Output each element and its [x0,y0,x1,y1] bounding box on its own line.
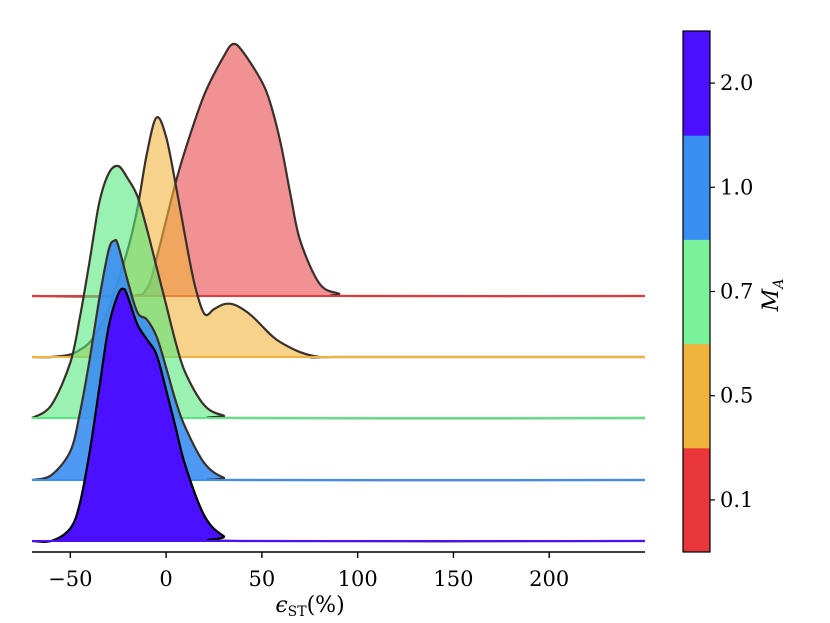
ridge-line-2-0 [31,287,646,544]
ridge-fill-2-0 [32,288,645,542]
x-tick-label: 200 [529,567,569,591]
ridge-fill-0-5 [32,117,645,358]
ridge-line-0-7 [31,164,646,420]
colorbar-segment [683,31,710,136]
x-tick-label: 50 [249,567,276,591]
colorbar-label: MA [759,279,787,313]
ridge-line-1-0 [31,238,646,482]
colorbar-outline [682,30,711,553]
x-ticks-group: −50 0 50 100 150 200 [48,552,569,591]
colorbar-tick-label: 0.7 [720,280,753,304]
x-tick-label: 0 [159,567,172,591]
colorbar-tick-label: 2.0 [720,71,753,95]
colorbar: 0.1 0.5 0.7 1.0 2.0 [682,30,753,553]
x-axis-label: ϵST(%) [275,593,344,620]
colorbar-segment [683,135,710,240]
colorbar-segment [683,239,710,345]
x-tick-label: −50 [48,567,92,591]
x-tick-label: 100 [338,567,378,591]
colorbar-tick-label: 0.1 [720,488,753,512]
ridges-group [31,42,646,544]
colorbar-segment [683,447,710,553]
x-tick-label: 150 [433,567,473,591]
colorbar-tick-label: 0.5 [720,384,753,408]
colorbar-tick-label: 1.0 [720,175,753,199]
colorbar-segment [683,343,710,449]
